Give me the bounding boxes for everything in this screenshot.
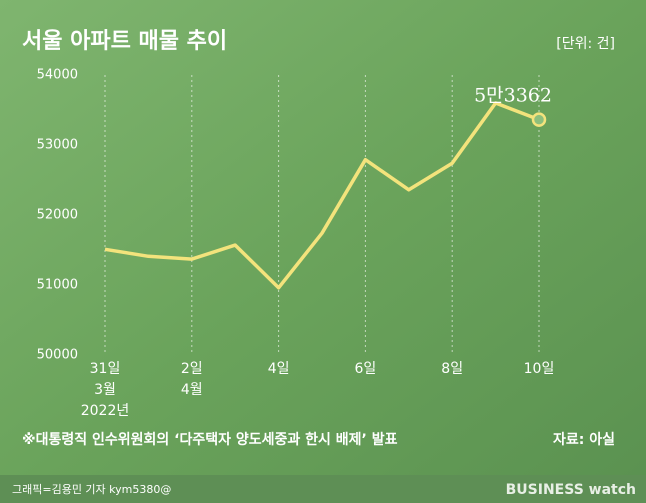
x-tick-label: 2일 [181, 361, 203, 377]
unit: [단위: 건] [556, 36, 615, 52]
credit: 그래픽=김용민 기자 kym5380@ [12, 483, 171, 496]
y-tick-label: 54000 [37, 68, 78, 83]
brand: BUSINESS watch [506, 482, 636, 498]
y-tick-label: 52000 [37, 208, 78, 223]
x-tick-label: 10일 [524, 361, 555, 377]
y-tick-label: 53000 [37, 138, 78, 153]
x-tick-label: 6일 [355, 361, 377, 377]
chart-title: 서울 아파트 매물 추이 [22, 29, 227, 54]
note: ※대통령직 인수위원회의 ‘다주택자 양도세중과 한시 배제’ 발표 [22, 431, 398, 448]
source: 자료: 아실 [553, 431, 615, 448]
footer-band [0, 475, 646, 503]
month-label: 4월 [181, 382, 203, 398]
year-label: 2022년 [81, 403, 130, 419]
end-marker [531, 112, 547, 127]
x-tick-label: 8일 [441, 361, 463, 377]
value-label: 5만3362 [474, 85, 552, 107]
y-tick-label: 51000 [37, 278, 78, 293]
month-label: 3월 [94, 382, 116, 398]
y-tick-label: 50000 [37, 348, 78, 363]
x-tick-label: 4일 [268, 361, 290, 377]
line [104, 101, 540, 290]
x-tick-label: 31일 [90, 361, 121, 377]
